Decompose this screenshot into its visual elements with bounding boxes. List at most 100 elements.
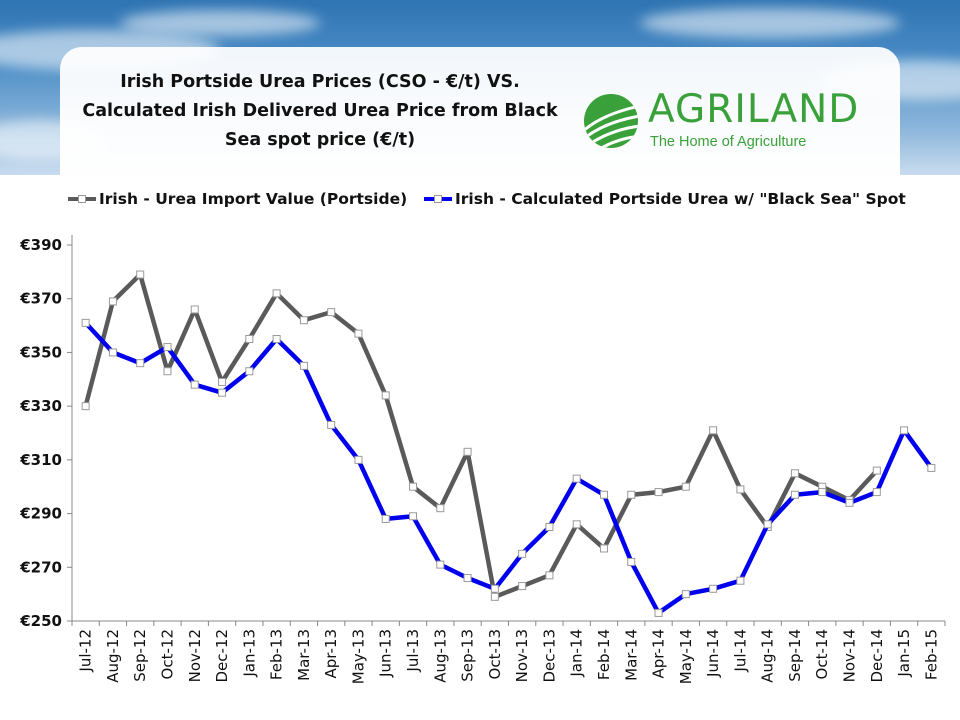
data-point [354, 455, 363, 464]
agriland-logo: AGRILAND The Home of Agriculture [580, 90, 870, 160]
x-tick-label: Apr-14 [650, 629, 668, 679]
data-point [790, 490, 799, 499]
data-point [108, 348, 117, 357]
data-point [790, 469, 799, 478]
legend-item-blue: Irish - Calculated Portside Urea w/ "Bla… [424, 190, 906, 208]
x-tick-label: Jun-14 [704, 629, 722, 678]
data-point [327, 308, 336, 317]
x-tick-label: Jan-13 [240, 629, 258, 678]
data-point [927, 463, 936, 472]
series-1 [81, 318, 936, 617]
data-point [409, 482, 418, 491]
x-tick-label: Mar-13 [295, 629, 313, 681]
data-point [108, 297, 117, 306]
data-point [163, 343, 172, 352]
data-point [245, 335, 254, 343]
data-point [136, 359, 145, 368]
data-point [272, 335, 281, 343]
data-point [218, 388, 227, 397]
data-point [463, 447, 472, 456]
data-point [709, 426, 718, 435]
data-point [81, 318, 90, 327]
data-point [354, 329, 363, 338]
title-line-1: Irish Portside Urea Prices (CSO - €/t) V… [120, 72, 520, 92]
data-point [436, 560, 445, 569]
data-point [654, 488, 663, 497]
data-point [490, 584, 499, 593]
data-point [627, 490, 636, 499]
data-point [599, 544, 608, 553]
data-point [409, 512, 418, 521]
data-point [545, 571, 554, 580]
x-tick-label: Feb-13 [268, 629, 286, 680]
logo-tagline: The Home of Agriculture [650, 134, 807, 150]
x-tick-label: Dec-14 [868, 629, 886, 683]
legend-swatch-gray [68, 195, 96, 203]
data-point [736, 485, 745, 494]
x-tick-label: Mar-14 [622, 629, 640, 681]
data-point [381, 391, 390, 400]
x-tick-label: Dec-12 [213, 629, 231, 683]
data-point [900, 426, 909, 435]
data-point [381, 514, 390, 523]
x-tick-label: Oct-13 [486, 629, 504, 679]
chart-title: Irish Portside Urea Prices (CSO - €/t) V… [70, 68, 570, 155]
title-line-3: Sea spot price (€/t) [224, 130, 416, 150]
data-point [136, 270, 145, 279]
globe-stripes-icon [584, 94, 638, 148]
y-tick-label: €350 [19, 343, 62, 361]
title-panel [60, 47, 900, 179]
y-tick-label: €250 [19, 612, 62, 630]
x-tick-label: Nov-14 [841, 629, 859, 682]
legend-label-gray: Irish - Urea Import Value (Portside) [99, 190, 408, 208]
x-tick-label: Dec-13 [540, 629, 558, 683]
data-point [299, 361, 308, 370]
data-point [709, 584, 718, 593]
x-tick-label: Sep-13 [459, 629, 477, 682]
x-tick-label: Nov-13 [513, 629, 531, 682]
x-tick-label: Aug-14 [759, 629, 777, 683]
data-point [163, 367, 172, 376]
data-point [599, 490, 608, 499]
x-tick-label: Apr-13 [322, 629, 340, 679]
data-point [845, 498, 854, 507]
x-tick-label: Jul-13 [404, 629, 422, 673]
x-tick-label: Aug-13 [431, 629, 449, 683]
data-point [218, 377, 227, 386]
line-chart: €390 €370 €350 €330 €310 €290 €270 €250 Jul-12 Au… [19, 235, 946, 684]
data-point [518, 582, 527, 591]
x-tick-label: Jul-12 [77, 629, 95, 673]
title-line-2: Calculated Irish Delivered Urea Price fr… [82, 101, 558, 121]
x-tick-label: Feb-14 [595, 629, 613, 680]
x-tick-label: Jan-15 [895, 629, 913, 678]
x-tick-label: Oct-12 [158, 629, 176, 679]
data-point [190, 380, 199, 389]
data-point [272, 289, 281, 298]
chart-axes [71, 235, 945, 622]
chart-ticks: €390 €370 €350 €330 €310 €290 €270 €250 Jul-12 Au… [19, 236, 946, 684]
data-point [818, 488, 827, 497]
data-point [872, 466, 881, 475]
x-tick-label: Jul-14 [731, 629, 749, 673]
data-point [627, 557, 636, 566]
data-point [681, 482, 690, 491]
series-line-1 [83, 320, 934, 616]
data-point [327, 420, 336, 429]
y-tick-label: €370 [19, 290, 62, 308]
data-point [518, 549, 527, 558]
data-point [463, 574, 472, 583]
data-point [736, 576, 745, 585]
data-point [572, 520, 581, 529]
y-tick-label: €310 [19, 451, 62, 469]
data-point [572, 474, 581, 483]
data-point [654, 608, 663, 617]
chart-series [81, 270, 936, 617]
data-point [872, 488, 881, 497]
data-point [299, 316, 308, 325]
data-point [190, 305, 199, 314]
data-point [681, 590, 690, 599]
legend-item-gray: Irish - Urea Import Value (Portside) [68, 190, 407, 208]
legend-label-blue: Irish - Calculated Portside Urea w/ "Bla… [455, 190, 906, 208]
x-tick-label: Feb-15 [922, 629, 940, 680]
logo-name: AGRILAND [648, 87, 860, 132]
